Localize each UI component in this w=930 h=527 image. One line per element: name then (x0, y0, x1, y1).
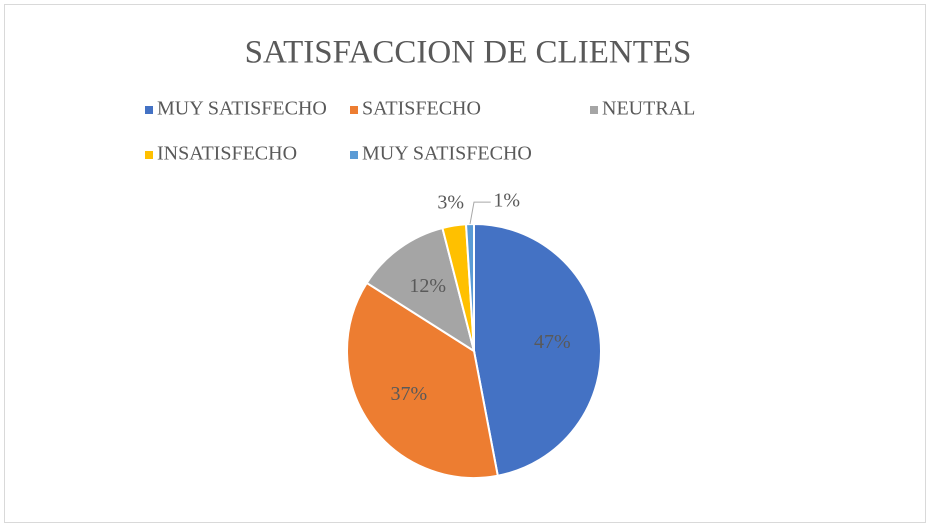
pie-slice (346, 281, 499, 479)
legend-label: NEUTRAL (602, 98, 695, 120)
data-label: 12% (409, 275, 446, 297)
pie-slice (464, 222, 475, 352)
legend-label: INSATISFECHO (157, 143, 297, 165)
leader-line (469, 201, 491, 225)
data-label: 37% (391, 383, 428, 405)
legend-marker (590, 106, 598, 114)
legend-label: MUY SATISFECHO (362, 143, 532, 165)
data-label: 1% (493, 190, 520, 212)
legend-marker (350, 151, 358, 159)
pie-slice (473, 222, 602, 477)
data-label: 47% (534, 331, 571, 353)
legend-marker (145, 106, 153, 114)
legend-label: SATISFECHO (362, 98, 481, 120)
data-label: 3% (437, 191, 464, 213)
chart-title: SATISFACCION DE CLIENTES (245, 35, 692, 71)
legend-marker (145, 151, 153, 159)
legend-marker (350, 106, 358, 114)
legend-label: MUY SATISFECHO (157, 98, 327, 120)
pie-slice (365, 226, 476, 354)
